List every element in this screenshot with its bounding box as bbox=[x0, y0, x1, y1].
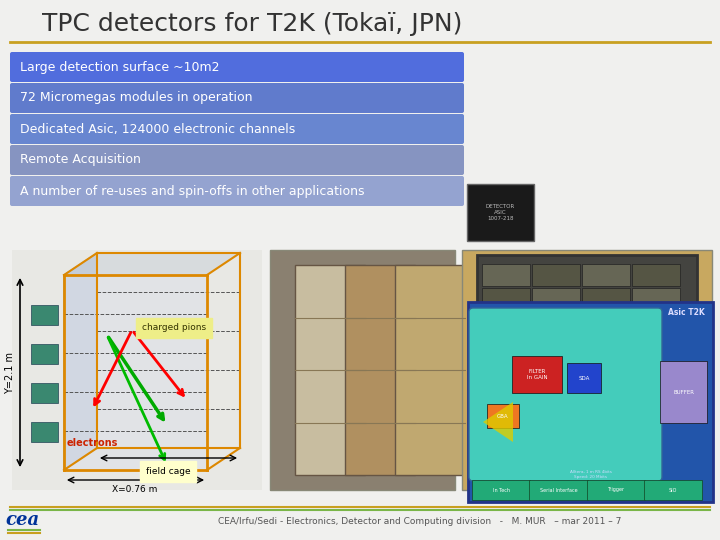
Text: Z=1.9 m: Z=1.9 m bbox=[148, 463, 188, 472]
FancyBboxPatch shape bbox=[532, 313, 580, 335]
Text: electrons: electrons bbox=[67, 438, 118, 448]
FancyBboxPatch shape bbox=[482, 460, 530, 482]
Text: TPC detectors for T2K (Tokaï, JPN): TPC detectors for T2K (Tokaï, JPN) bbox=[42, 12, 462, 36]
FancyBboxPatch shape bbox=[482, 362, 530, 384]
Text: cea: cea bbox=[5, 511, 39, 529]
FancyBboxPatch shape bbox=[31, 383, 58, 403]
FancyBboxPatch shape bbox=[10, 145, 464, 175]
FancyBboxPatch shape bbox=[482, 386, 530, 409]
Text: Large detection surface ~10m2: Large detection surface ~10m2 bbox=[20, 60, 220, 73]
FancyBboxPatch shape bbox=[482, 338, 530, 360]
FancyBboxPatch shape bbox=[295, 265, 365, 475]
Polygon shape bbox=[483, 402, 513, 442]
FancyBboxPatch shape bbox=[482, 264, 530, 286]
Text: SDA: SDA bbox=[578, 375, 590, 381]
FancyBboxPatch shape bbox=[644, 480, 702, 500]
Text: SIO: SIO bbox=[669, 488, 677, 492]
Text: Dedicated Asic, 124000 electronic channels: Dedicated Asic, 124000 electronic channe… bbox=[20, 123, 295, 136]
FancyBboxPatch shape bbox=[395, 265, 465, 475]
FancyBboxPatch shape bbox=[632, 313, 680, 335]
FancyBboxPatch shape bbox=[462, 250, 712, 490]
FancyBboxPatch shape bbox=[10, 176, 464, 206]
FancyBboxPatch shape bbox=[467, 184, 534, 241]
Polygon shape bbox=[64, 253, 240, 275]
FancyBboxPatch shape bbox=[532, 288, 580, 311]
FancyBboxPatch shape bbox=[532, 460, 580, 482]
FancyBboxPatch shape bbox=[482, 410, 530, 433]
Text: DETECTOR
ASIC
1007-218: DETECTOR ASIC 1007-218 bbox=[486, 204, 515, 221]
Text: BUFFER: BUFFER bbox=[673, 389, 694, 395]
FancyBboxPatch shape bbox=[587, 480, 644, 500]
Text: field cage: field cage bbox=[145, 467, 190, 476]
FancyBboxPatch shape bbox=[10, 83, 464, 113]
FancyBboxPatch shape bbox=[582, 313, 630, 335]
FancyBboxPatch shape bbox=[582, 338, 630, 360]
Text: Alltera, 1 m RS 4bits
Speed: 20 Mbits: Alltera, 1 m RS 4bits Speed: 20 Mbits bbox=[570, 470, 611, 479]
FancyBboxPatch shape bbox=[270, 250, 455, 490]
FancyBboxPatch shape bbox=[468, 302, 713, 502]
FancyBboxPatch shape bbox=[632, 362, 680, 384]
FancyBboxPatch shape bbox=[10, 114, 464, 144]
FancyBboxPatch shape bbox=[582, 410, 630, 433]
Text: Trigger: Trigger bbox=[607, 488, 624, 492]
FancyBboxPatch shape bbox=[582, 362, 630, 384]
FancyBboxPatch shape bbox=[469, 308, 662, 481]
FancyBboxPatch shape bbox=[482, 313, 530, 335]
Text: Serial Interface: Serial Interface bbox=[539, 488, 577, 492]
FancyBboxPatch shape bbox=[532, 435, 580, 457]
Text: Remote Acquisition: Remote Acquisition bbox=[20, 153, 141, 166]
FancyBboxPatch shape bbox=[632, 460, 680, 482]
FancyBboxPatch shape bbox=[472, 480, 530, 500]
Polygon shape bbox=[64, 253, 97, 470]
FancyBboxPatch shape bbox=[632, 435, 680, 457]
FancyBboxPatch shape bbox=[477, 255, 697, 485]
FancyBboxPatch shape bbox=[532, 338, 580, 360]
FancyBboxPatch shape bbox=[632, 410, 680, 433]
FancyBboxPatch shape bbox=[567, 363, 601, 393]
Text: Asic T2K: Asic T2K bbox=[668, 308, 705, 317]
FancyBboxPatch shape bbox=[532, 362, 580, 384]
FancyBboxPatch shape bbox=[582, 460, 630, 482]
FancyBboxPatch shape bbox=[482, 288, 530, 311]
Text: CEA/Irfu/Sedi - Electronics, Detector and Computing division   -   M. MUR   – ma: CEA/Irfu/Sedi - Electronics, Detector an… bbox=[218, 517, 621, 526]
FancyBboxPatch shape bbox=[632, 386, 680, 409]
Text: FILTER
In GAIN: FILTER In GAIN bbox=[527, 369, 547, 380]
Text: charged pions: charged pions bbox=[142, 323, 206, 333]
FancyBboxPatch shape bbox=[582, 288, 630, 311]
FancyBboxPatch shape bbox=[582, 435, 630, 457]
FancyBboxPatch shape bbox=[532, 410, 580, 433]
FancyBboxPatch shape bbox=[632, 338, 680, 360]
FancyBboxPatch shape bbox=[529, 480, 588, 500]
FancyBboxPatch shape bbox=[31, 305, 58, 325]
FancyBboxPatch shape bbox=[12, 250, 262, 490]
FancyBboxPatch shape bbox=[345, 265, 415, 475]
FancyBboxPatch shape bbox=[582, 386, 630, 409]
FancyBboxPatch shape bbox=[632, 264, 680, 286]
FancyBboxPatch shape bbox=[487, 404, 519, 428]
Polygon shape bbox=[64, 275, 207, 470]
FancyBboxPatch shape bbox=[31, 344, 58, 364]
Text: GBA: GBA bbox=[498, 414, 509, 418]
Text: Y=2.1 m: Y=2.1 m bbox=[5, 352, 15, 394]
Text: X=0.76 m: X=0.76 m bbox=[112, 485, 158, 494]
FancyBboxPatch shape bbox=[10, 52, 464, 82]
Text: 72 Micromegas modules in operation: 72 Micromegas modules in operation bbox=[20, 91, 253, 105]
FancyBboxPatch shape bbox=[532, 386, 580, 409]
FancyBboxPatch shape bbox=[482, 435, 530, 457]
FancyBboxPatch shape bbox=[660, 361, 707, 423]
FancyBboxPatch shape bbox=[582, 264, 630, 286]
FancyBboxPatch shape bbox=[512, 356, 562, 393]
FancyBboxPatch shape bbox=[31, 422, 58, 442]
FancyBboxPatch shape bbox=[632, 288, 680, 311]
Text: A number of re-uses and spin-offs in other applications: A number of re-uses and spin-offs in oth… bbox=[20, 185, 364, 198]
Text: In Tech: In Tech bbox=[492, 488, 510, 492]
FancyBboxPatch shape bbox=[532, 264, 580, 286]
